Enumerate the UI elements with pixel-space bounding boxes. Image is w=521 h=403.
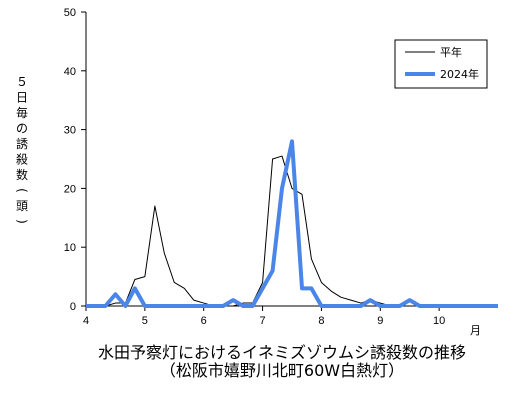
x-tick-label: 4 — [83, 315, 89, 327]
y-tick-label: 30 — [64, 125, 76, 137]
legend-label-normal: 平年 — [440, 45, 462, 59]
x-tick-label: 9 — [377, 315, 383, 327]
x-tick-label: 6 — [201, 315, 207, 327]
y-axis-label-char: ( — [15, 188, 29, 193]
chart-title: 水田予察灯におけるイネミズゾウムシ誘殺数の推移 — [98, 343, 466, 362]
x-tick-label: 10 — [433, 315, 445, 327]
y-axis-label-char: 頭 — [16, 199, 28, 213]
chart-subtitle: （松阪市嬉野川北町60W白熱灯） — [160, 361, 404, 380]
y-axis-label-char: の — [16, 122, 28, 136]
legend-label-2024: 2024年 — [440, 67, 479, 81]
x-tick-label: 5 — [142, 315, 148, 327]
y-axis-label-char: ) — [15, 219, 29, 224]
y-tick-label: 10 — [64, 242, 76, 254]
y-axis-label-char: 殺 — [16, 153, 28, 167]
y-tick-label: 20 — [64, 183, 76, 195]
y-axis-label-char: 誘 — [16, 137, 28, 151]
y-tick-label: 50 — [64, 7, 76, 19]
legend: 平年 2024年 — [394, 39, 488, 89]
x-axis-label: 月 — [470, 325, 481, 337]
series-line-2024 — [86, 139, 498, 308]
series-layer — [86, 139, 498, 308]
y-axis-label-char: 日 — [16, 91, 28, 105]
y-axis-label-char: ５ — [16, 75, 28, 89]
y-axis-label-char: 毎 — [16, 105, 28, 120]
tick-labels: 0 10 20 30 40 50 4 5 6 7 8 9 10 — [64, 7, 446, 327]
series-line-normal — [86, 155, 498, 307]
legend-box — [394, 39, 488, 89]
y-tick-label: 40 — [64, 66, 76, 78]
x-tick-label: 7 — [260, 315, 266, 327]
y-tick-label: 0 — [70, 301, 76, 313]
y-axis-label-char: 数 — [16, 167, 28, 182]
x-tick-label: 8 — [318, 315, 324, 327]
